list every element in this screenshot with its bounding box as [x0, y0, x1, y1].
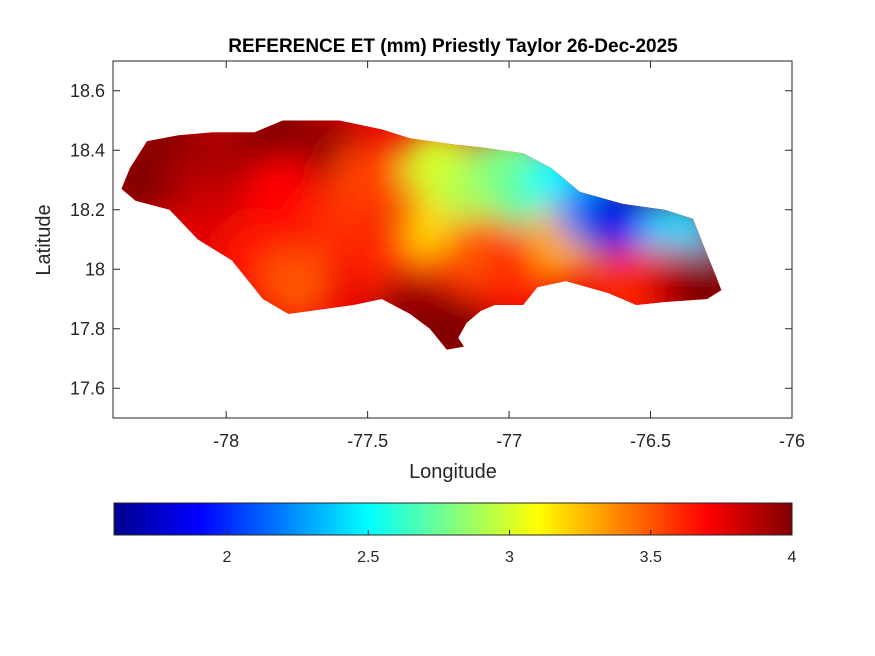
x-axis-label: Longitude — [409, 461, 497, 483]
y-tick-label: 18.6 — [70, 81, 105, 101]
y-axis-label: Latitude — [33, 204, 55, 275]
colorbar — [113, 502, 793, 536]
colorbar-ticks: 2 2.5 3 3.5 4 — [223, 530, 797, 566]
colorbar-tick-label: 2 — [223, 549, 232, 566]
colorbar-tick-label: 3.5 — [640, 549, 662, 566]
x-tick-label: -77 — [496, 431, 522, 451]
y-tick-label: 17.8 — [70, 319, 105, 339]
colorbar-tick-label: 4 — [788, 549, 797, 566]
y-tick-label: 18.4 — [70, 140, 105, 160]
colorbar-tick-label: 2.5 — [357, 549, 379, 566]
et-sample-9 — [258, 246, 335, 323]
y-tick-label: 18.2 — [70, 200, 105, 220]
x-tick-label: -76.5 — [630, 431, 671, 451]
x-tick-label: -76 — [779, 431, 805, 451]
colorbar-tick-label: 3 — [505, 549, 514, 566]
y-tick-label: 17.6 — [70, 378, 105, 398]
plot-frame — [112, 60, 793, 419]
x-tick-label: -77.5 — [347, 431, 388, 451]
et-sample-30 — [414, 296, 491, 350]
x-tick-label: -78 — [213, 431, 239, 451]
y-axis: 17.6 17.8 18 18.2 18.4 18.6 — [70, 81, 792, 398]
et-sample-7 — [244, 156, 321, 233]
map-title: REFERENCE ET (mm) Priestly Taylor 26-Dec… — [228, 36, 678, 57]
x-axis: -78 -77.5 -77 -76.5 -76 — [213, 61, 805, 451]
y-tick-label: 18 — [85, 259, 105, 279]
et-sample-11 — [329, 142, 406, 218]
